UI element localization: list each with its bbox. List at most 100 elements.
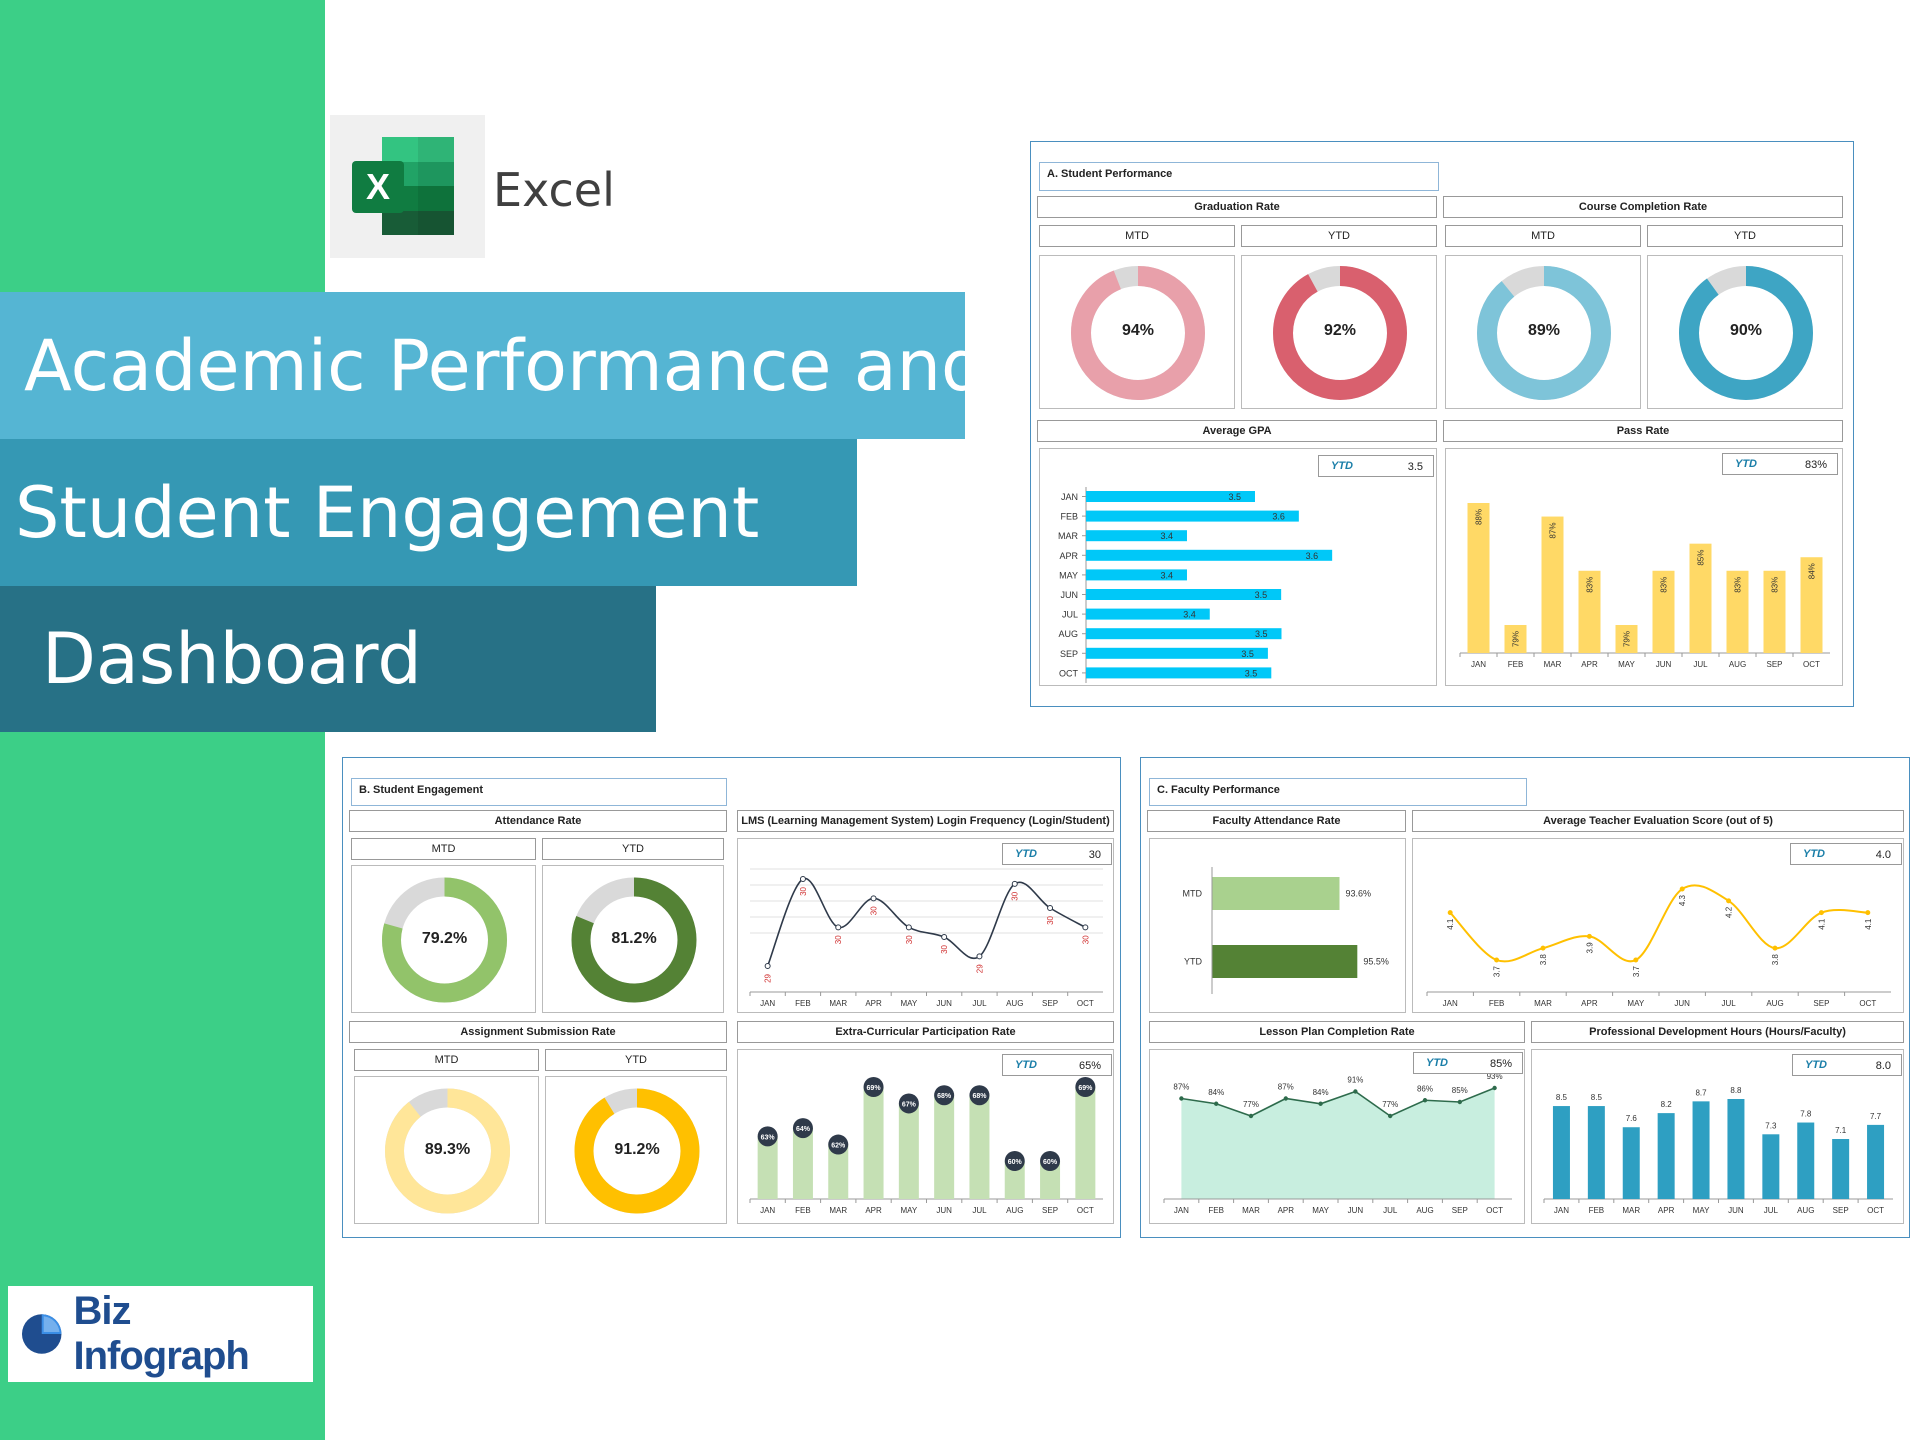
pass-ytd-value: 83% — [1804, 459, 1827, 471]
lms-header: LMS (Learning Management System) Login F… — [737, 810, 1114, 832]
bar — [863, 1087, 884, 1199]
label-bubble — [828, 1134, 849, 1155]
bar — [1832, 1139, 1850, 1199]
tick-label: FEB — [1208, 1206, 1224, 1215]
tick-label: SEP — [1833, 1206, 1849, 1215]
tick-label: APR — [1278, 1206, 1295, 1215]
data-label: 83% — [1771, 577, 1780, 593]
graduation-rate-header: Graduation Rate — [1037, 196, 1437, 218]
data-point — [835, 924, 842, 931]
excel-logo-icon: X — [352, 137, 454, 235]
data-label: 3.7 — [1632, 965, 1641, 977]
data-label: 69% — [1078, 1085, 1093, 1092]
graduation-ytd-label: YTD — [1241, 225, 1437, 247]
page-title-line-2: Student Engagement — [15, 471, 760, 554]
lms-ytd-label: YTD — [1015, 848, 1037, 860]
tick-label: SEP — [1060, 649, 1078, 659]
tick-label: AUG — [1006, 999, 1023, 1008]
pd-hours-header: Professional Development Hours (Hours/Fa… — [1531, 1021, 1904, 1043]
extra-curricular-header: Extra-Curricular Participation Rate — [737, 1021, 1114, 1043]
data-label: 30 — [1011, 891, 1020, 900]
tick-label: JUN — [1674, 999, 1690, 1008]
data-label: 77% — [1243, 1100, 1259, 1109]
tick-label: APR — [865, 1206, 882, 1215]
data-label: 4.3 — [1678, 894, 1687, 906]
label-bubble — [1040, 1151, 1061, 1171]
tick-label: JUN — [936, 999, 952, 1008]
data-label: 4.1 — [1817, 918, 1826, 930]
faculty-attendance-bar-chart: MTD 93.6% YTD 95.5% — [1183, 867, 1389, 994]
data-label: 3.5 — [1241, 649, 1254, 659]
tick-label: OCT — [1486, 1206, 1503, 1215]
tick-label: MAR — [829, 1206, 847, 1215]
bar — [1587, 1106, 1605, 1199]
data-label: 62% — [831, 1143, 846, 1150]
bar — [969, 1095, 990, 1199]
bar — [1652, 570, 1675, 653]
tick-label: JUN — [1348, 1206, 1364, 1215]
data-point — [1082, 924, 1089, 931]
bar — [1504, 625, 1527, 653]
bar — [1086, 647, 1268, 659]
donut-arc — [1477, 266, 1611, 400]
bar — [1615, 625, 1638, 653]
graduation-ytd-donut — [1273, 266, 1407, 400]
course-ytd-label: YTD — [1647, 225, 1843, 247]
label-bubble — [1075, 1077, 1096, 1097]
data-label: 60% — [1043, 1159, 1058, 1166]
series-line — [766, 878, 1086, 967]
data-point — [1492, 1085, 1497, 1091]
bar — [1212, 945, 1358, 978]
label-bubble — [757, 1126, 778, 1147]
tick-label: APR — [1581, 660, 1598, 669]
graduation-ytd-box: 92% — [1241, 255, 1437, 409]
tick-label: JUL — [1721, 999, 1736, 1008]
bar — [1086, 608, 1210, 620]
lms-line-chart: JAN 29 FEB 30 MAR 30 APR 30 MAY 30 JUN 30 JUL 29 AUG 30… — [749, 868, 1103, 1008]
bar — [1541, 516, 1564, 653]
teacher-eval-header: Average Teacher Evaluation Score (out of… — [1412, 810, 1904, 832]
gpa-bar-chart: JAN 3.5 FEB 3.6 MAR 3.4 APR 3.6 MAY 3.4 JUN 3.5 JUL 3… — [1058, 487, 1333, 683]
tick-label: JAN — [1554, 1206, 1569, 1215]
tick-label: MAY — [1059, 570, 1078, 580]
data-label: 8.5 — [1556, 1093, 1568, 1102]
tick-label: AUG — [1058, 629, 1078, 639]
data-label: 87% — [1173, 1083, 1189, 1092]
tick-label: AUG — [1797, 1206, 1814, 1215]
course-completion-header: Course Completion Rate — [1443, 196, 1843, 218]
donut-arc — [574, 1088, 700, 1214]
tick-label: MTD — [1183, 889, 1203, 899]
data-label: 84% — [1808, 563, 1817, 579]
data-label: 85% — [1697, 550, 1706, 566]
tick-label: MAY — [1627, 999, 1644, 1008]
panel-student-engagement: B. Student Engagement Attendance Rate LM… — [342, 757, 1121, 1238]
data-label: 79% — [1512, 631, 1521, 647]
tick-label: JAN — [760, 1206, 775, 1215]
lesson-plan-box: YTD 85% 87% JAN 84% FEB 77% MAR 87% APR 84% MAY 91… — [1149, 1049, 1525, 1224]
data-label: 68% — [937, 1093, 952, 1100]
tick-label: FEB — [1060, 512, 1078, 522]
data-label: 84% — [1208, 1088, 1224, 1097]
data-label: 30 — [1081, 935, 1090, 944]
assignment-mtd-value: 89.3% — [424, 1141, 471, 1158]
series-line — [1449, 884, 1868, 963]
data-label: 3.4 — [1160, 531, 1173, 541]
gpa-ytd-value: 3.5 — [1407, 461, 1423, 473]
tick-label: JAN — [1443, 999, 1458, 1008]
donut-arc — [1679, 266, 1813, 400]
pd-ytd-label: YTD — [1805, 1059, 1827, 1071]
bar — [1692, 1101, 1710, 1199]
data-point — [1494, 957, 1500, 963]
data-label: 67% — [902, 1101, 917, 1108]
course-mtd-label: MTD — [1445, 225, 1641, 247]
lms-ytd-box: YTD 30 — [1002, 843, 1112, 865]
tick-label: SEP — [1813, 999, 1829, 1008]
tick-label: FEB — [1508, 660, 1524, 669]
tick-label: JUN — [1061, 590, 1079, 600]
course-mtd-box: 89% — [1445, 255, 1641, 409]
bar — [1800, 557, 1823, 653]
data-point — [1214, 1101, 1219, 1106]
data-label: 30 — [940, 944, 949, 953]
excel-logo-badge: X — [330, 115, 485, 258]
tick-label: MAY — [1693, 1206, 1710, 1215]
